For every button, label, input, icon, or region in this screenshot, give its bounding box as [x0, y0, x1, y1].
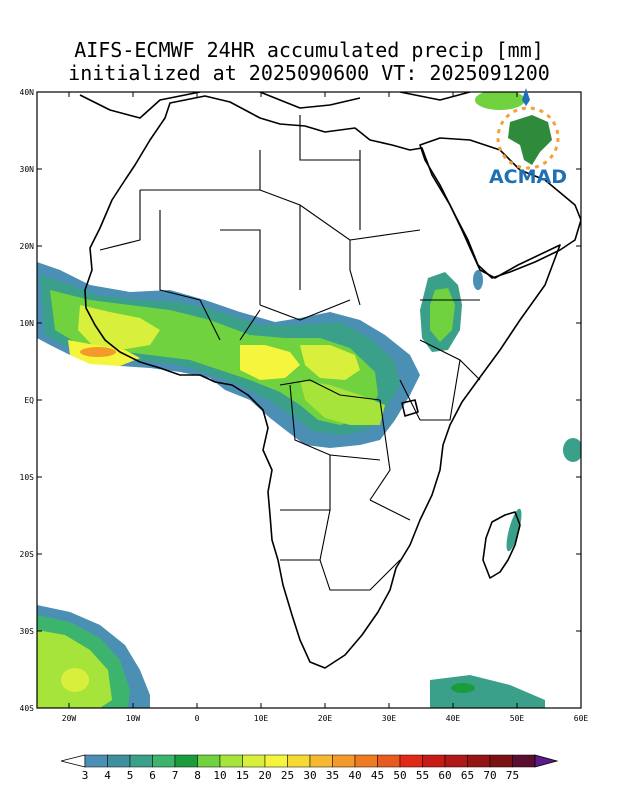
colorbar-swatch [377, 754, 401, 768]
colorbar-swatch [242, 754, 266, 768]
country-borders [99, 115, 481, 591]
colorbar-swatch [489, 754, 513, 768]
lon-tick-label: 30E [382, 714, 397, 723]
precip-southatlantic-core [61, 668, 89, 692]
lat-tick-label: 30S [20, 627, 35, 636]
lat-tick-label: 20N [20, 242, 35, 251]
lat-tick-label: 30N [20, 165, 35, 174]
precip-field [37, 92, 581, 708]
colorbar-low-triangle [60, 754, 86, 768]
precip-ethiopia-core [430, 288, 455, 342]
colorbar-swatch [399, 754, 423, 768]
colorbar-label: 40 [348, 769, 361, 782]
europe-coastline [79, 92, 471, 119]
logo-text: ACMAD [489, 166, 567, 188]
colorbar-swatch [152, 754, 176, 768]
lat-tick-label: 20S [20, 550, 35, 559]
precip-southern-ocean-core [451, 683, 475, 693]
colorbar-swatch [512, 754, 536, 768]
colorbar-label: 7 [172, 769, 179, 782]
lat-tick-label: 10N [20, 319, 35, 328]
colorbar-swatch [84, 754, 108, 768]
lon-tick-label: 40E [446, 714, 461, 723]
precip-core-central [240, 345, 300, 380]
precip-patch-mozchannel [563, 438, 581, 462]
precip-congo [300, 380, 385, 425]
axis-ticks: 20W 10W 0 10E 20E 30E 40E 50E 60E 40N 30N 20N 10N EQ 1… [20, 88, 589, 723]
colorbar-high-triangle [534, 754, 559, 768]
colorbar-swatch [444, 754, 468, 768]
lon-tick-label: 10E [254, 714, 269, 723]
colorbar-label: 70 [483, 769, 496, 782]
colorbar-swatch [107, 754, 131, 768]
colorbar-label: 6 [149, 769, 156, 782]
colorbar-label: 5 [127, 769, 134, 782]
precip-max-west [80, 347, 116, 357]
colorbar-label: 55 [416, 769, 429, 782]
lon-tick-label: 10W [126, 714, 141, 723]
colorbar-swatch [309, 754, 333, 768]
precip-patch-arabia [473, 270, 483, 290]
colorbar-swatch [287, 754, 311, 768]
precip-patch-mideast [475, 92, 525, 110]
precip-band-yellow [78, 305, 160, 350]
lat-tick-label: 10S [20, 473, 35, 482]
colorbar-swatch [467, 754, 491, 768]
precip-core-central-ne [300, 345, 360, 380]
colorbar-swatch [422, 754, 446, 768]
lon-tick-label: 60E [574, 714, 589, 723]
acmad-logo: ACMAD [489, 88, 567, 188]
colorbar-label: 4 [104, 769, 111, 782]
map-title-line1: AIFS-ECMWF 24HR accumulated precip [mm] [74, 38, 544, 62]
colorbar-label: 65 [461, 769, 474, 782]
colorbar-label: 3 [82, 769, 89, 782]
map-title-line2: initialized at 2025090600 VT: 2025091200 [68, 61, 550, 85]
colorbar-swatch [219, 754, 243, 768]
colorbar-label: 60 [438, 769, 451, 782]
colorbar-swatch [354, 754, 378, 768]
madagascar-coastline [482, 511, 521, 579]
colorbar-swatch [129, 754, 153, 768]
lat-tick-label: 40S [20, 704, 35, 713]
lat-tick-label: EQ [24, 396, 34, 405]
colorbar-label: 50 [393, 769, 406, 782]
lat-tick-label: 40N [20, 88, 35, 97]
africa-map-icon [496, 88, 560, 170]
colorbar-swatch [264, 754, 288, 768]
lon-tick-label: 50E [510, 714, 525, 723]
colorbar-label: 25 [281, 769, 294, 782]
map-area [37, 92, 581, 708]
colorbar-swatch [174, 754, 198, 768]
colorbar-label: 75 [506, 769, 519, 782]
colorbar-label: 10 [213, 769, 226, 782]
lon-tick-label: 0 [195, 714, 200, 723]
lon-tick-label: 20W [62, 714, 77, 723]
colorbar-swatch [332, 754, 356, 768]
colorbar-label: 30 [303, 769, 316, 782]
colorbar-label: 8 [194, 769, 201, 782]
africa-coastline [84, 95, 561, 669]
colorbar-swatch [197, 754, 221, 768]
colorbar-label: 20 [258, 769, 271, 782]
colorbar-label: 45 [371, 769, 384, 782]
border-lines [99, 115, 481, 591]
precip-southern-ocean [430, 675, 545, 708]
colorbar-label: 15 [236, 769, 249, 782]
colorbar: 3 4 5 6 7 8 10 15 20 25 30 35 40 45 50 55 60 65 70 75 [60, 754, 559, 782]
colorbar-label: 35 [326, 769, 339, 782]
lon-tick-label: 20E [318, 714, 333, 723]
